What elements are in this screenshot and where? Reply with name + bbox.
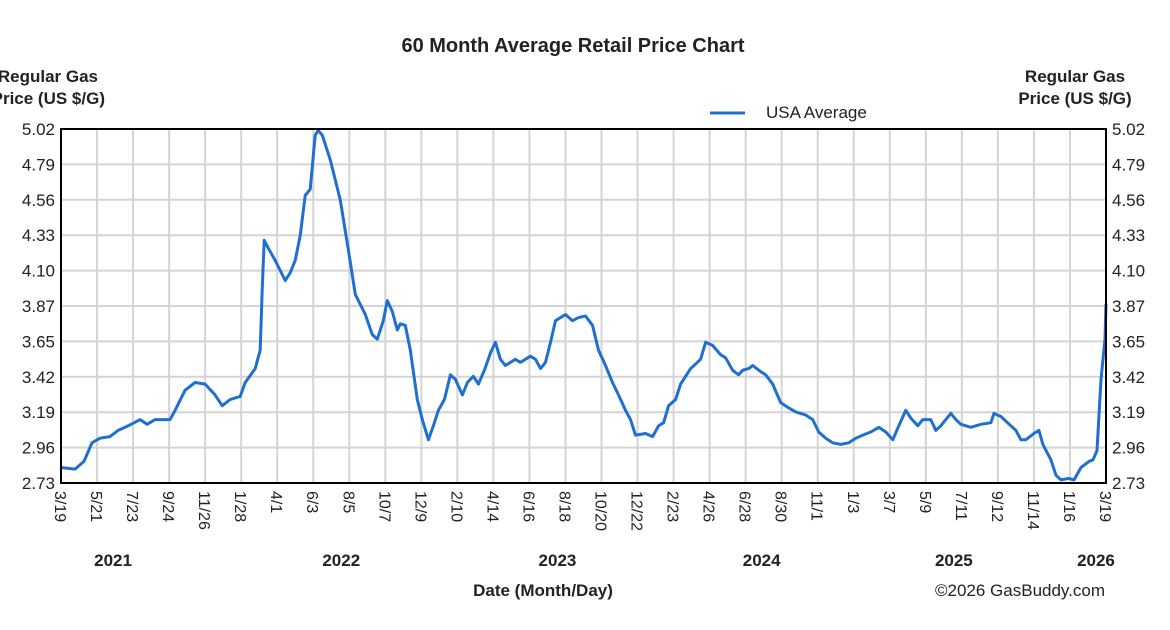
y-tick-label-right: 2.96 xyxy=(1112,439,1145,458)
x-axis-title: Date (Month/Day) xyxy=(473,581,613,600)
copyright-credit: ©2026 GasBuddy.com xyxy=(935,581,1105,600)
x-tick-label: 5/21 xyxy=(87,491,104,522)
chart-title: 60 Month Average Retail Price Chart xyxy=(401,35,744,57)
x-tick-label: 8/18 xyxy=(555,491,572,522)
y-tick-label-left: 5.02 xyxy=(22,120,55,139)
left-axis-title-line2: Price (US $/G) xyxy=(0,89,105,108)
x-tick-label: 9/24 xyxy=(159,491,176,522)
y-tick-label-right: 2.73 xyxy=(1112,474,1145,493)
year-label: 2023 xyxy=(539,551,577,570)
x-tick-label: 8/5 xyxy=(339,491,356,513)
x-tick-label: 1/3 xyxy=(844,491,861,513)
x-tick-label: 10/7 xyxy=(375,491,392,522)
y-tick-label-right: 5.02 xyxy=(1112,120,1145,139)
plot-frame xyxy=(60,128,1107,484)
year-label: 2021 xyxy=(94,551,132,570)
x-tick-label: 1/16 xyxy=(1060,491,1077,522)
x-tick-label: 12/9 xyxy=(411,491,428,522)
x-tick-label: 11/14 xyxy=(1024,491,1041,530)
x-tick-label: 4/14 xyxy=(483,491,500,522)
x-tick-label: 7/23 xyxy=(123,491,140,522)
x-tick-label: 12/22 xyxy=(628,491,645,531)
y-tick-label-left: 2.96 xyxy=(22,439,55,458)
x-tick-label: 2/23 xyxy=(664,491,681,522)
x-tick-label: 10/20 xyxy=(592,491,609,531)
right-axis-title-line2: Price (US $/G) xyxy=(1018,89,1131,108)
y-tick-label-right: 3.87 xyxy=(1112,297,1145,316)
y-tick-label-left: 4.56 xyxy=(22,191,55,210)
y-tick-label-left: 3.42 xyxy=(22,368,55,387)
year-label: 2025 xyxy=(935,551,973,570)
y-tick-label-right: 4.79 xyxy=(1112,155,1145,174)
x-tick-label: 9/12 xyxy=(988,491,1005,522)
x-tick-label: 5/9 xyxy=(916,491,933,513)
legend-label: USA Average xyxy=(766,103,867,122)
x-tick-label: 4/1 xyxy=(267,491,284,513)
x-tick-label: 7/11 xyxy=(952,491,969,521)
y-tick-label-left: 4.79 xyxy=(22,155,55,174)
x-tick-label: 3/7 xyxy=(880,491,897,513)
x-tick-label: 11/26 xyxy=(195,491,212,530)
year-label: 2026 xyxy=(1077,551,1115,570)
x-tick-label: 11/1 xyxy=(808,491,825,521)
x-tick-label: 2/10 xyxy=(447,491,464,522)
y-tick-label-left: 4.10 xyxy=(22,262,55,281)
y-tick-label-left: 4.33 xyxy=(22,226,55,245)
legend: USA Average xyxy=(710,103,867,122)
y-tick-label-left: 3.65 xyxy=(22,332,55,351)
y-tick-label-right: 3.19 xyxy=(1112,403,1145,422)
y-tick-label-right: 4.10 xyxy=(1112,262,1145,281)
x-tick-label: 6/16 xyxy=(519,491,536,522)
x-tick-label: 6/3 xyxy=(303,491,320,513)
x-tick-label: 4/26 xyxy=(700,491,717,522)
year-label: 2024 xyxy=(743,551,781,570)
y-tick-label-right: 3.42 xyxy=(1112,368,1145,387)
x-axis: 3/19 5/21 7/23 9/24 11/26 1/28 4/1 6/3 8/5 10/7 12… xyxy=(51,491,1113,531)
x-tick-label: 3/19 xyxy=(1096,491,1113,522)
y-tick-label-right: 4.56 xyxy=(1112,191,1145,210)
series-line-usa-average xyxy=(60,129,1108,482)
y-axis-right: 5.02 4.79 4.56 4.33 4.10 3.87 3.65 3.42 3.19 2.96… xyxy=(1112,120,1145,493)
year-labels: 2021 2022 2023 2024 2025 2026 xyxy=(94,551,1115,570)
y-axis-left: 5.02 4.79 4.56 4.33 4.10 3.87 3.65 3.42 3.19 2.96… xyxy=(22,120,55,493)
right-axis-title-line1: Regular Gas xyxy=(1025,67,1125,86)
y-tick-label-left: 3.19 xyxy=(22,403,55,422)
x-tick-label: 3/19 xyxy=(51,491,68,522)
x-tick-label: 8/30 xyxy=(772,491,789,522)
year-label: 2022 xyxy=(322,551,360,570)
grid xyxy=(60,128,1107,484)
y-tick-label-right: 4.33 xyxy=(1112,226,1145,245)
x-tick-label: 6/28 xyxy=(736,491,753,522)
y-tick-label-right: 3.65 xyxy=(1112,332,1145,351)
y-tick-label-left: 3.87 xyxy=(22,297,55,316)
x-tick-label: 1/28 xyxy=(231,491,248,522)
left-axis-title-line1: Regular Gas xyxy=(0,67,98,86)
y-tick-label-left: 2.73 xyxy=(22,474,55,493)
